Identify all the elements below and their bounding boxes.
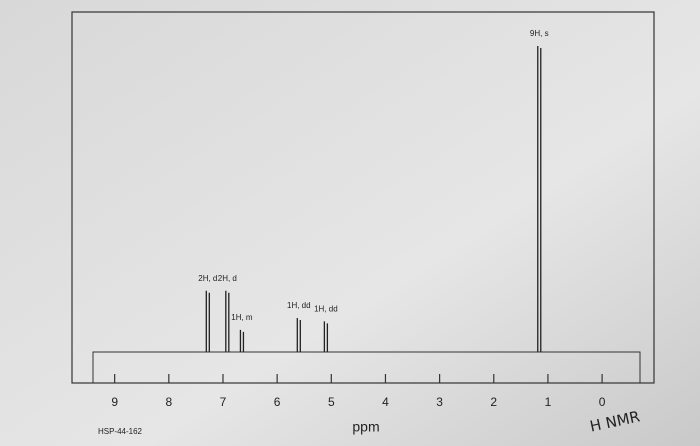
peak: [537, 46, 542, 352]
x-tick-label: 1: [545, 395, 552, 409]
x-tick-label: 8: [165, 395, 172, 409]
peak: [239, 329, 245, 352]
peak: [323, 321, 329, 352]
peak-label: 2H, d: [218, 274, 237, 283]
x-tick-label: 4: [382, 395, 389, 409]
x-tick-label: 9: [111, 395, 118, 409]
x-axis-label: ppm: [352, 419, 379, 435]
x-tick-label: 7: [220, 395, 227, 409]
x-tick-label: 6: [274, 395, 281, 409]
peak: [205, 290, 210, 352]
peak-label: 1H, dd: [314, 305, 338, 314]
x-tick-label: 2: [490, 395, 497, 409]
x-tick-label: 3: [436, 395, 443, 409]
peak-label: 1H, m: [231, 313, 253, 322]
x-tick-label: 0: [599, 395, 606, 409]
peak-label: 2H, d: [198, 274, 217, 283]
peak-label: 1H, dd: [287, 301, 311, 310]
peak-label: 9H, s: [530, 29, 549, 38]
x-tick-label: 5: [328, 395, 335, 409]
sample-id: HSP-44-162: [98, 427, 143, 436]
peak: [296, 318, 301, 352]
peak: [225, 290, 230, 352]
